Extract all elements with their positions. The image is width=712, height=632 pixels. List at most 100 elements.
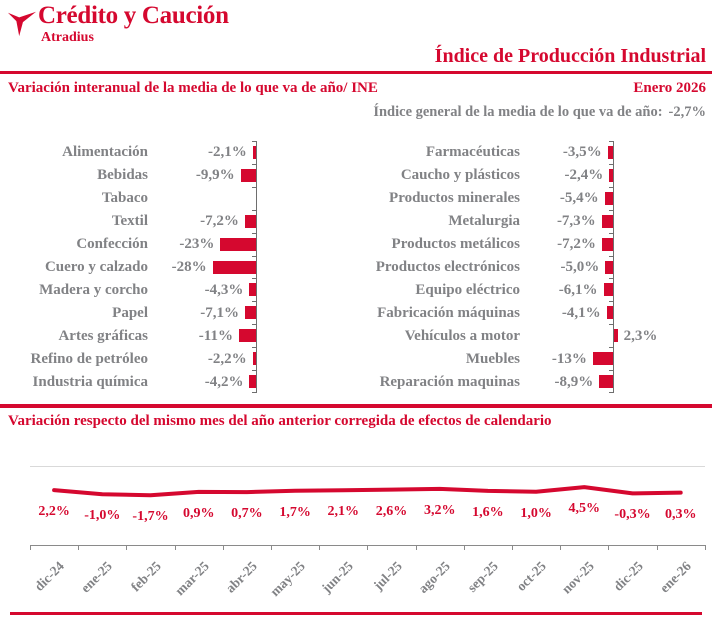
section-monthly-title: Variación respecto del mismo mes del año… xyxy=(8,413,552,429)
bar-category-label: Tabaco xyxy=(101,190,148,207)
axis-tick xyxy=(252,278,256,280)
axis-tick xyxy=(609,324,613,326)
axis-tick xyxy=(252,232,256,234)
axis-tick xyxy=(656,545,658,550)
bar-category-label: Productos electrónicos xyxy=(375,259,520,275)
axis-tick xyxy=(252,141,256,142)
bar-value-label: -5,0% xyxy=(560,259,600,275)
divider-middle xyxy=(0,404,712,408)
general-index: Índice general de la media de lo que va … xyxy=(373,104,706,121)
x-axis-label: feb-25 xyxy=(127,558,164,595)
bar xyxy=(599,375,613,389)
general-index-label: Índice general de la media de lo que va … xyxy=(373,104,663,120)
bar xyxy=(220,237,256,251)
axis-tick xyxy=(252,163,256,165)
point-label: 3,2% xyxy=(423,502,456,518)
bar-value-label: -9,9% xyxy=(195,167,235,184)
bar-category-label: Papel xyxy=(112,304,148,321)
x-axis-label: jun-25 xyxy=(319,558,357,596)
bar-category-label: Cuero y calzado xyxy=(44,259,148,275)
section-ytd-title: Variación interanual de la media de lo q… xyxy=(8,80,378,96)
bar-value-label: -6,1% xyxy=(558,281,598,298)
bar-value-label: -4,2% xyxy=(204,373,244,390)
axis-tick xyxy=(78,545,80,550)
bar-value-label: -7,2% xyxy=(200,213,239,230)
period-label: Enero 2026 xyxy=(633,80,706,96)
x-axis-label: nov-25 xyxy=(559,558,598,597)
bar xyxy=(604,191,613,205)
axis-tick xyxy=(222,545,224,550)
axis-tick xyxy=(609,209,613,211)
bar xyxy=(244,306,256,320)
divider-bottom xyxy=(10,612,702,615)
point-label: 0,9% xyxy=(182,505,215,521)
axis-line xyxy=(613,141,614,393)
bar-value-label: -2,1% xyxy=(208,144,247,161)
brand-mark-icon xyxy=(7,11,37,37)
bar xyxy=(606,306,613,320)
bar xyxy=(603,283,613,297)
bar-category-label: Bebidas xyxy=(97,167,148,184)
x-axis-label: oct-25 xyxy=(513,558,550,594)
axis-tick xyxy=(608,545,610,550)
axis-tick xyxy=(319,545,321,550)
point-label: 1,6% xyxy=(472,504,504,520)
point-label: 2,1% xyxy=(327,504,360,520)
axis-tick xyxy=(609,141,613,142)
point-label: 1,7% xyxy=(279,504,311,520)
bar-category-label: Muebles xyxy=(465,350,520,367)
axis-tick xyxy=(252,301,256,303)
bar xyxy=(249,375,256,389)
bar-category-label: Equipo eléctrico xyxy=(415,281,520,298)
bar-value-label: -8,9% xyxy=(554,373,594,390)
bar xyxy=(605,260,613,274)
bar-category-label: Reparación maquinas xyxy=(379,373,520,390)
general-index-value: -2,7% xyxy=(668,104,706,120)
axis-tick xyxy=(252,324,256,326)
x-axis-label: ene-26 xyxy=(656,558,694,596)
axis-tick xyxy=(609,301,613,303)
bar xyxy=(252,352,256,366)
point-label: 1,0% xyxy=(520,505,552,521)
axis-tick xyxy=(252,186,256,188)
bar-value-label: -11% xyxy=(198,327,233,344)
bar xyxy=(240,168,256,182)
bar-category-label: Textil xyxy=(111,213,148,230)
bar-value-label: -3,5% xyxy=(562,144,602,161)
point-label: -1,0% xyxy=(84,508,121,524)
bar-value-label: -4,1% xyxy=(561,304,601,321)
bar xyxy=(609,168,613,182)
axis-tick xyxy=(367,545,369,550)
axis-tick xyxy=(609,163,613,165)
bar xyxy=(614,329,618,343)
bar-category-label: Madera y corcho xyxy=(39,281,148,298)
bar-category-label: Productos metálicos xyxy=(391,236,520,253)
bar-value-label: -28% xyxy=(171,259,207,275)
bar-value-label: -4,3% xyxy=(204,281,244,298)
trend-line xyxy=(52,485,683,498)
bar-category-label: Fabricación máquinas xyxy=(377,304,520,321)
x-axis-label: jul-25 xyxy=(369,558,405,593)
axis-tick xyxy=(271,545,272,550)
bar-value-label: -7,3% xyxy=(556,213,596,230)
bar xyxy=(212,260,256,274)
point-label: 2,6% xyxy=(375,503,408,519)
axis-tick xyxy=(609,278,613,280)
axis-tick xyxy=(252,255,256,257)
bar-value-label: -5,4% xyxy=(559,190,599,207)
point-label: 4,5% xyxy=(568,501,601,517)
axis-tick xyxy=(30,545,31,550)
axis-tick xyxy=(512,545,513,550)
bar-value-label: -7,1% xyxy=(200,304,239,321)
bar xyxy=(601,214,613,228)
axis-tick xyxy=(252,209,256,211)
bar-category-label: Refino de petróleo xyxy=(30,350,148,367)
bar-value-label: -2,2% xyxy=(207,350,247,367)
bar xyxy=(249,283,256,297)
point-label: 2,2% xyxy=(38,504,70,520)
x-axis-label: dic-24 xyxy=(31,558,68,594)
bar-category-label: Farmacéuticas xyxy=(425,144,520,161)
bar-value-label: 2,3% xyxy=(623,327,658,344)
report-title: Índice de Producción Industrial xyxy=(434,45,706,67)
